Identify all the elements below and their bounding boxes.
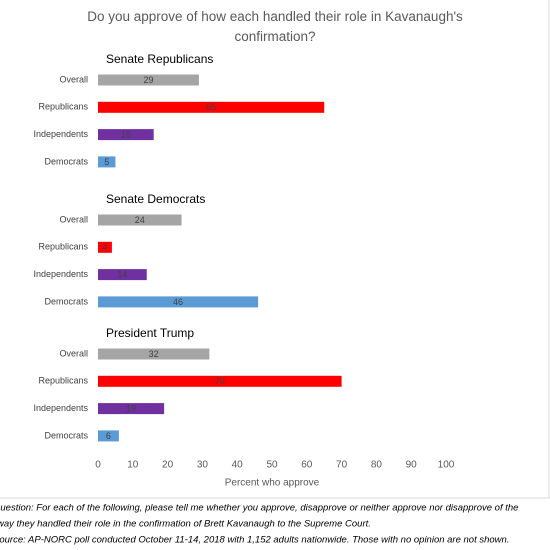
chart-frame bbox=[0, 0, 550, 499]
category-label: Democrats bbox=[44, 156, 88, 166]
category-label: Republicans bbox=[38, 242, 88, 252]
footnote: Source: AP-NORC poll conducted October 1… bbox=[0, 535, 509, 546]
value-label: 65 bbox=[206, 102, 216, 112]
panel-title: Senate Democrats bbox=[106, 192, 205, 206]
x-tick-label: 40 bbox=[232, 460, 244, 471]
x-tick-label: 70 bbox=[336, 460, 348, 471]
value-label: 29 bbox=[143, 75, 153, 85]
bar bbox=[98, 101, 325, 113]
x-tick-label: 20 bbox=[162, 460, 174, 471]
bar bbox=[98, 403, 165, 415]
value-label: 5 bbox=[104, 157, 109, 167]
x-tick-label: 60 bbox=[301, 460, 313, 471]
category-label: Independents bbox=[33, 403, 88, 413]
value-label: 24 bbox=[135, 215, 145, 225]
bar bbox=[98, 296, 259, 308]
bar bbox=[98, 214, 182, 226]
x-tick-label: 90 bbox=[406, 460, 418, 471]
x-tick-label: 0 bbox=[95, 460, 101, 471]
value-label: 14 bbox=[117, 269, 127, 279]
bar bbox=[98, 375, 342, 387]
x-tick-label: 100 bbox=[438, 460, 455, 471]
category-label: Republicans bbox=[38, 376, 88, 386]
panel-title: Senate Republicans bbox=[106, 52, 213, 66]
footnote: way they handled their role in the confi… bbox=[0, 519, 371, 530]
bar bbox=[98, 348, 210, 360]
bar bbox=[98, 269, 147, 281]
x-tick-label: 10 bbox=[127, 460, 139, 471]
category-label: Overall bbox=[59, 214, 88, 224]
bar bbox=[98, 129, 154, 141]
footnote: Question: For each of the following, ple… bbox=[0, 503, 518, 514]
category-label: Overall bbox=[59, 348, 88, 358]
value-label: 6 bbox=[106, 431, 111, 441]
x-tick-label: 80 bbox=[371, 460, 383, 471]
category-label: Independents bbox=[33, 129, 88, 139]
category-label: Independents bbox=[33, 269, 88, 279]
x-axis-label: Percent who approve bbox=[225, 478, 320, 489]
category-label: Republicans bbox=[38, 102, 88, 112]
x-tick-label: 50 bbox=[266, 460, 278, 471]
bar bbox=[98, 74, 199, 86]
bar bbox=[98, 430, 119, 442]
bar bbox=[98, 156, 116, 168]
value-label: 70 bbox=[215, 376, 225, 386]
value-label: 16 bbox=[121, 129, 131, 139]
bar bbox=[98, 241, 112, 253]
value-label: 19 bbox=[126, 403, 136, 413]
category-label: Overall bbox=[59, 74, 88, 84]
category-label: Democrats bbox=[44, 430, 88, 440]
panel-title: President Trump bbox=[106, 326, 194, 340]
x-tick-label: 30 bbox=[197, 460, 209, 471]
category-label: Democrats bbox=[44, 296, 88, 306]
value-label: 32 bbox=[149, 349, 159, 359]
value-label: 4 bbox=[102, 242, 107, 252]
value-label: 46 bbox=[173, 297, 183, 307]
chart-title: Do you approve of how each handled their… bbox=[87, 9, 463, 44]
